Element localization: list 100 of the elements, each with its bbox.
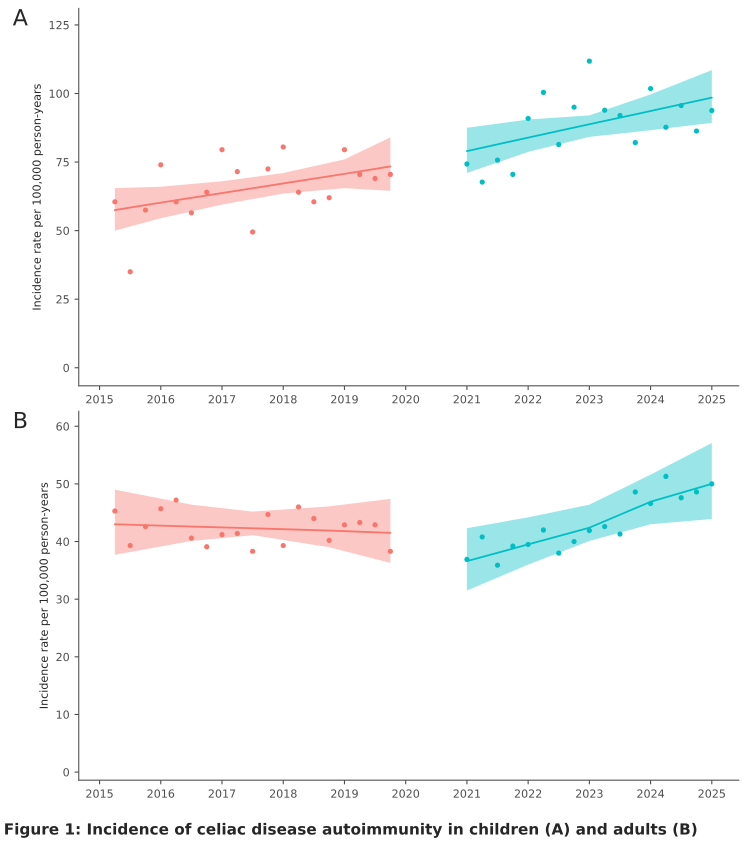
x-tick-label: 2018 [270, 395, 297, 404]
y-tick-label: 25 [56, 295, 69, 304]
text: A [12, 9, 28, 26]
line-series [466, 96, 713, 152]
point [311, 199, 316, 204]
y-tick-label: 0 [63, 768, 69, 776]
point [617, 531, 623, 537]
point [219, 532, 225, 538]
point [663, 124, 668, 130]
x-tick-label: 2015 [86, 789, 113, 798]
point [648, 86, 654, 92]
point [204, 544, 210, 550]
point [357, 172, 362, 177]
y-axis-title: Incidence rate per 100,000 person-years [32, 84, 43, 310]
x-tick-label: 2020 [392, 395, 420, 404]
point [709, 108, 714, 114]
x-tick-label: 2019 [331, 395, 358, 404]
point [250, 548, 256, 554]
point [265, 512, 271, 518]
point [188, 210, 194, 216]
point [388, 172, 393, 177]
point [602, 108, 608, 113]
line-series [114, 523, 392, 534]
point [326, 195, 332, 200]
x-tick-label: 2017 [208, 789, 236, 798]
point [265, 166, 271, 172]
text: B [14, 412, 26, 428]
point [586, 58, 592, 64]
point [480, 179, 485, 185]
x-tick-label: 2015 [86, 395, 113, 404]
point [326, 538, 332, 543]
y-tick-label: 20 [56, 652, 69, 662]
point [188, 535, 194, 541]
point [494, 562, 500, 568]
point [158, 506, 164, 512]
point [663, 474, 668, 480]
point [342, 522, 348, 528]
x-tick-label: 2019 [331, 789, 358, 798]
point [342, 147, 348, 152]
point [494, 158, 500, 163]
x-tick-label: 2016 [147, 789, 174, 798]
x-tick-label: 2021 [454, 789, 480, 798]
point [128, 542, 133, 548]
y-tick-label: 50 [56, 480, 69, 488]
x-tick-label: 2023 [576, 789, 603, 798]
point [540, 90, 546, 95]
point [678, 495, 684, 500]
y-tick-label: 30 [56, 595, 69, 604]
point [204, 190, 210, 195]
point [234, 169, 240, 174]
point [112, 199, 118, 204]
point [234, 530, 240, 536]
point [128, 269, 133, 274]
y-tick-label: 60 [56, 422, 69, 431]
y-tick-label: 10 [56, 710, 69, 719]
x-tick-label: 2023 [576, 395, 603, 404]
y-tick-label: 40 [56, 538, 69, 546]
point [464, 161, 470, 167]
point [296, 190, 302, 195]
x-tick-label: 2018 [270, 789, 297, 798]
point [142, 207, 148, 213]
point [556, 550, 562, 556]
point [357, 520, 362, 526]
x-tick-label: 2022 [514, 395, 542, 404]
y-tick-label: 125 [50, 20, 69, 30]
x-tick-label: 2024 [637, 789, 664, 798]
point [311, 516, 316, 522]
point [571, 104, 577, 110]
point [571, 538, 577, 544]
point [388, 548, 393, 554]
y-tick-label: 100 [50, 89, 69, 98]
x-tick-label: 2017 [208, 395, 236, 404]
point [372, 176, 378, 182]
point [219, 147, 225, 152]
point [694, 128, 700, 134]
x-tick-label: 2020 [392, 789, 420, 798]
x-tick-label: 2025 [698, 395, 725, 404]
x-tick-label: 2022 [514, 789, 542, 798]
y-tick-label: 75 [56, 158, 69, 166]
point [526, 116, 531, 122]
x-tick-label: 2021 [454, 395, 480, 404]
x-tick-label: 2024 [637, 395, 664, 404]
point [158, 162, 164, 168]
line-series [114, 166, 392, 211]
point [694, 489, 700, 495]
point [540, 527, 546, 533]
point [280, 542, 286, 548]
point [174, 497, 179, 503]
y-axis-title: Incidence rate per 100,000 person-years [39, 482, 50, 708]
x-tick-label: 2016 [147, 395, 174, 404]
point [602, 524, 608, 530]
point [632, 489, 638, 495]
point [280, 144, 286, 150]
point [296, 504, 302, 510]
caption: Figure 1: Incidence of celiac disease autoimmunity in children (A) and adults (B) [5, 822, 696, 838]
point [372, 522, 378, 528]
point [112, 508, 118, 514]
point [250, 229, 256, 235]
y-tick-label: 0 [63, 364, 69, 372]
point [556, 142, 562, 148]
